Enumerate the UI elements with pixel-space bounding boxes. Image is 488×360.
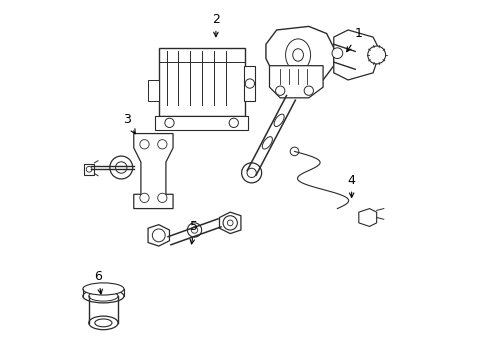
Bar (155, 116, 247, 130)
Circle shape (140, 193, 149, 203)
Circle shape (331, 48, 342, 59)
Circle shape (140, 140, 149, 149)
Ellipse shape (262, 137, 272, 149)
Circle shape (275, 86, 285, 95)
Polygon shape (358, 208, 376, 226)
Ellipse shape (82, 289, 123, 303)
Polygon shape (333, 30, 380, 80)
Polygon shape (265, 26, 333, 87)
Text: 1: 1 (346, 27, 362, 51)
Ellipse shape (95, 319, 112, 327)
Circle shape (110, 156, 132, 179)
Text: 3: 3 (122, 113, 135, 134)
Circle shape (152, 229, 165, 242)
Circle shape (157, 140, 166, 149)
Ellipse shape (292, 49, 303, 61)
Circle shape (191, 227, 197, 233)
Circle shape (115, 162, 127, 173)
Polygon shape (269, 66, 323, 98)
Text: 5: 5 (190, 220, 198, 244)
Ellipse shape (274, 114, 284, 127)
Bar (83, 164, 94, 175)
Bar (148, 80, 159, 102)
Ellipse shape (285, 39, 310, 71)
Bar (244, 66, 255, 102)
Circle shape (229, 118, 238, 127)
Circle shape (157, 193, 166, 203)
Text: 2: 2 (212, 13, 220, 37)
Bar (159, 48, 244, 116)
Circle shape (227, 220, 233, 226)
Polygon shape (134, 134, 173, 208)
Circle shape (187, 223, 201, 237)
Circle shape (367, 46, 385, 64)
Ellipse shape (88, 316, 118, 330)
Text: 4: 4 (347, 174, 355, 197)
Circle shape (223, 216, 237, 230)
Polygon shape (148, 225, 169, 246)
Polygon shape (219, 212, 241, 234)
Circle shape (244, 79, 254, 88)
Circle shape (241, 163, 261, 183)
Circle shape (246, 168, 256, 177)
Circle shape (164, 118, 174, 127)
Ellipse shape (82, 283, 123, 295)
Ellipse shape (88, 291, 118, 301)
Circle shape (86, 166, 92, 172)
Text: 6: 6 (94, 270, 102, 294)
Circle shape (304, 86, 313, 95)
Circle shape (290, 147, 298, 156)
